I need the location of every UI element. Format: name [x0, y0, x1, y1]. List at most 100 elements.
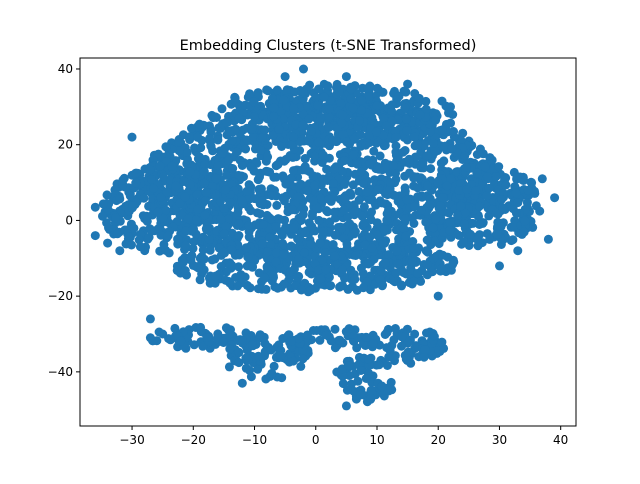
data-point [429, 332, 439, 341]
data-point [237, 161, 247, 170]
data-point [269, 111, 279, 121]
y-tick-label: −20 [48, 289, 73, 303]
data-point [317, 255, 327, 265]
data-point [237, 195, 247, 205]
data-point [198, 245, 208, 255]
data-point [324, 104, 334, 114]
data-point [387, 100, 397, 110]
chart-title: Embedding Clusters (t-SNE Transformed) [180, 38, 477, 54]
data-point [310, 151, 319, 161]
data-point [299, 248, 309, 258]
data-point [384, 352, 394, 362]
data-point [462, 185, 472, 195]
data-point [181, 240, 191, 250]
data-point [198, 341, 208, 351]
data-point [326, 281, 336, 291]
data-point [316, 112, 326, 122]
data-point [188, 243, 198, 253]
data-point [266, 239, 276, 249]
data-point [349, 206, 359, 216]
data-point [298, 210, 308, 220]
data-point [200, 210, 210, 220]
data-point [142, 216, 152, 226]
data-point [460, 151, 470, 161]
data-point [193, 132, 203, 142]
data-point [302, 186, 312, 196]
data-point [314, 137, 323, 147]
data-point [354, 195, 364, 205]
data-point [361, 374, 371, 383]
data-point [321, 206, 331, 215]
data-point [403, 347, 413, 357]
data-point [485, 234, 495, 244]
data-point [377, 381, 387, 391]
data-point [391, 268, 401, 278]
data-point [359, 202, 369, 212]
data-point [183, 214, 193, 224]
data-point [269, 361, 279, 371]
data-point [200, 195, 210, 205]
data-point [234, 347, 244, 357]
data-point [448, 259, 458, 269]
data-point [337, 118, 347, 128]
data-point [346, 84, 356, 94]
data-point [171, 181, 181, 191]
data-point [306, 126, 316, 136]
data-point [145, 165, 155, 175]
data-point [266, 345, 276, 355]
data-point [205, 343, 215, 353]
data-point [211, 174, 221, 184]
data-point [401, 231, 411, 241]
data-point [337, 166, 347, 176]
data-point [288, 356, 298, 366]
data-point [272, 200, 282, 210]
data-point [193, 154, 203, 164]
data-point [511, 188, 521, 198]
y-tick-label: 20 [58, 138, 73, 152]
data-point [242, 135, 252, 145]
data-point [389, 190, 399, 200]
data-point [497, 195, 506, 204]
data-point [393, 259, 403, 269]
data-point [306, 285, 316, 295]
data-point [193, 204, 203, 214]
data-point [472, 168, 482, 178]
x-tick-label: −30 [119, 433, 144, 447]
data-point [372, 230, 382, 240]
data-point [465, 229, 475, 239]
data-point [221, 275, 230, 285]
data-point [368, 339, 378, 348]
data-point [366, 393, 376, 403]
data-point [422, 151, 432, 161]
data-point [335, 282, 345, 292]
y-tick-label: 40 [58, 62, 73, 76]
data-point [414, 93, 424, 103]
data-point [236, 270, 246, 280]
data-point [199, 167, 209, 177]
data-point [391, 141, 401, 151]
data-point [272, 85, 282, 95]
data-point [355, 116, 364, 126]
data-point [496, 222, 506, 232]
data-point [522, 198, 532, 208]
data-point [349, 134, 359, 144]
data-point [365, 159, 375, 169]
data-point [433, 291, 443, 301]
data-point [491, 208, 501, 218]
y-axis: −40 −20 0 20 40 [48, 62, 80, 379]
data-point [234, 113, 244, 123]
data-point [271, 222, 281, 231]
data-point [260, 273, 270, 283]
data-point [98, 199, 108, 209]
data-point [219, 203, 229, 213]
data-point [253, 88, 263, 98]
data-point [202, 225, 212, 235]
data-point [254, 184, 264, 194]
data-point [324, 112, 334, 122]
data-point [430, 145, 440, 155]
data-point [289, 103, 299, 113]
data-point [513, 246, 523, 256]
data-point [247, 124, 257, 134]
